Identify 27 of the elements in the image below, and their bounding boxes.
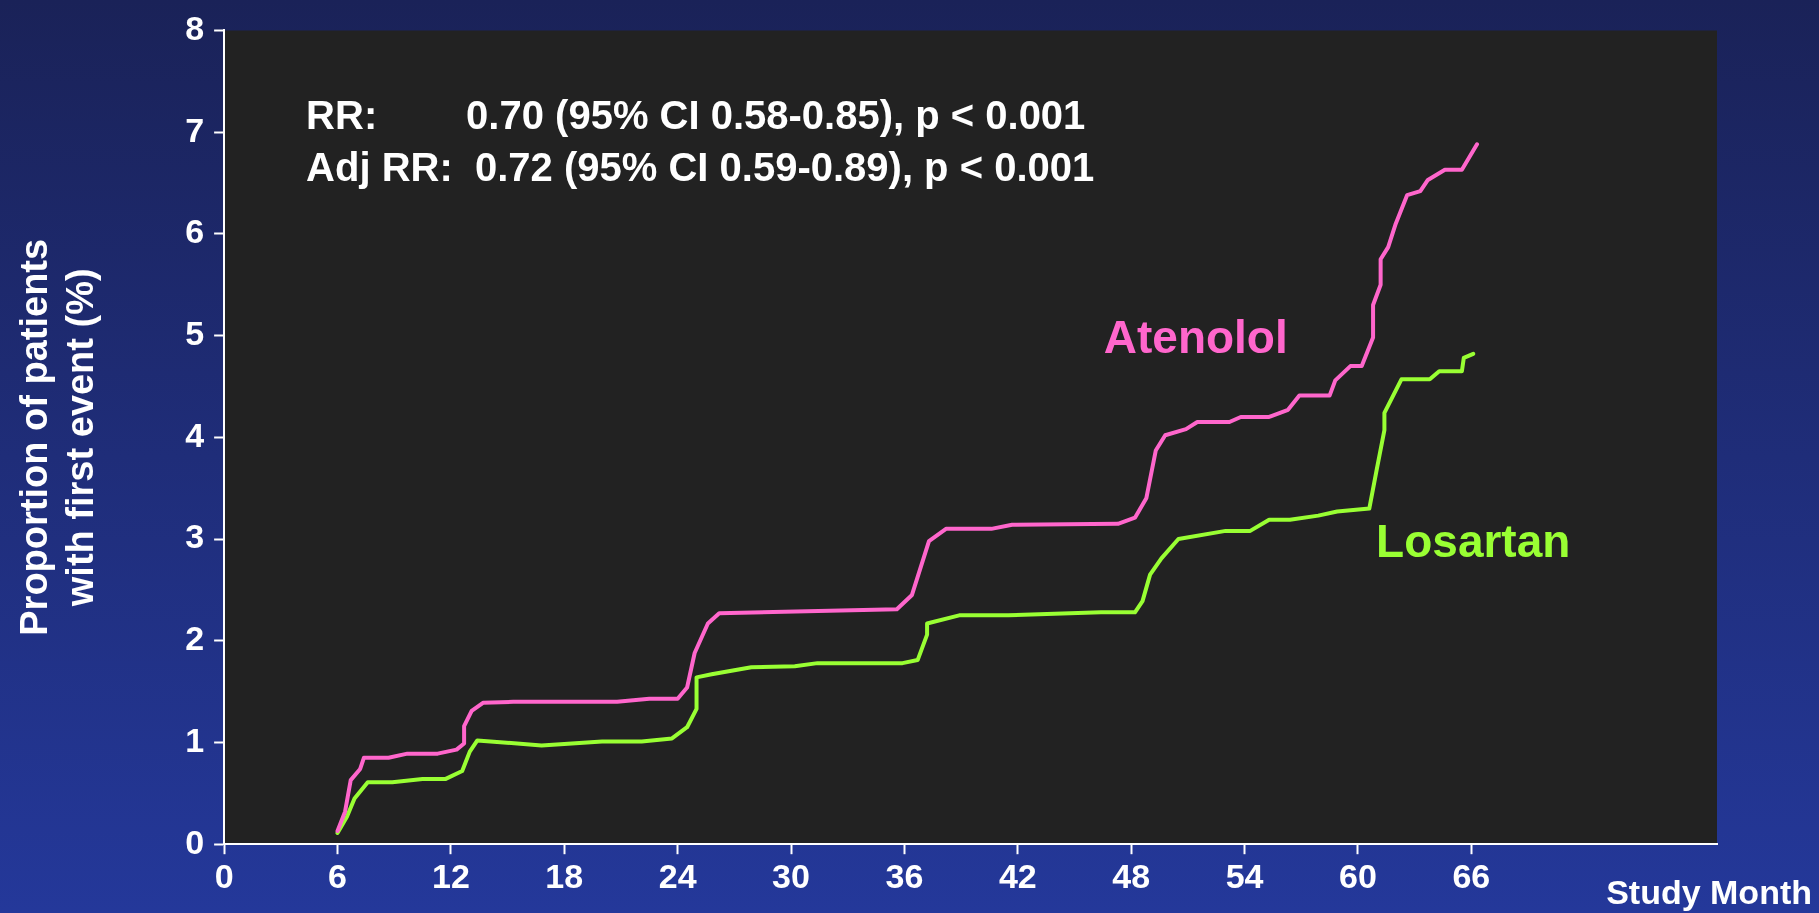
x-tick-label: 54 bbox=[1225, 856, 1264, 895]
x-tick-label: 60 bbox=[1339, 856, 1377, 895]
x-axis-title: Study Month bbox=[1606, 872, 1812, 911]
y-tick-label: 0 bbox=[185, 822, 205, 861]
series-label: Losartan bbox=[1376, 514, 1571, 567]
x-tick-label: 6 bbox=[328, 856, 347, 895]
y-tick-label: 5 bbox=[185, 313, 205, 352]
y-tick-label: 1 bbox=[185, 720, 205, 759]
x-tick-label: 48 bbox=[1112, 856, 1151, 895]
x-tick-label: 30 bbox=[772, 856, 810, 895]
y-tick-label: 4 bbox=[185, 415, 205, 454]
annotation: RR: 0.70 (95% CI 0.58-0.85), p < 0.001 bbox=[306, 93, 1086, 138]
x-tick-label: 24 bbox=[658, 856, 697, 895]
series-label: Atenolol bbox=[1103, 311, 1288, 364]
annotation: Adj RR: 0.72 (95% CI 0.59-0.89), p < 0.001 bbox=[306, 145, 1095, 190]
y-axis-title: Proportion of patients with first event (%) bbox=[13, 238, 101, 636]
x-tick-label: 12 bbox=[431, 856, 470, 895]
x-tick-label: 66 bbox=[1452, 856, 1491, 895]
x-tick-label: 0 bbox=[214, 856, 234, 895]
y-tick-label: 6 bbox=[185, 212, 205, 251]
y-tick-label: 3 bbox=[185, 517, 205, 556]
y-tick-label: 7 bbox=[185, 110, 205, 149]
x-tick-label: 42 bbox=[998, 856, 1037, 895]
y-tick-label: 2 bbox=[185, 619, 205, 658]
x-tick-label: 36 bbox=[885, 856, 924, 895]
x-tick-label: 18 bbox=[545, 856, 584, 895]
y-tick-label: 8 bbox=[185, 8, 205, 47]
